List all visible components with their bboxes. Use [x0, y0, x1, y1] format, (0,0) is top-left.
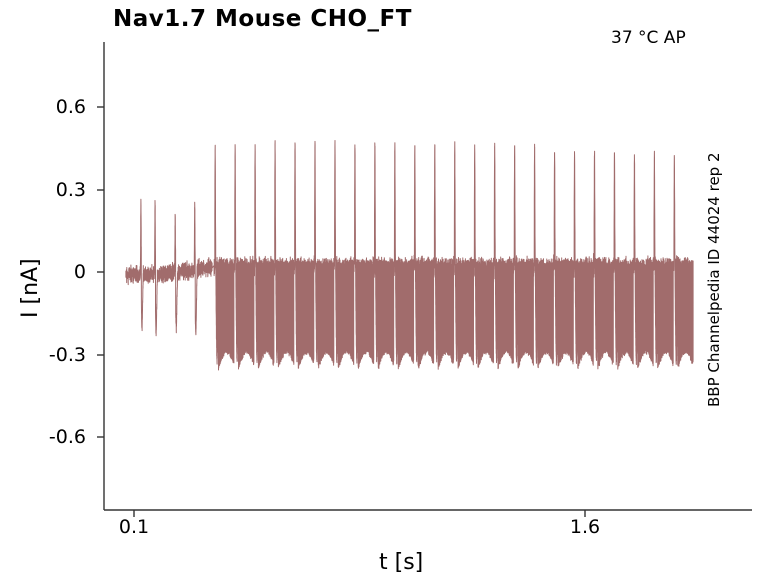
y-tick-label-4: -0.6 [48, 426, 86, 448]
page-title: Nav1.7 Mouse CHO_FT [113, 6, 412, 32]
x-tick-label-1: 1.6 [569, 516, 601, 538]
source-annotation: BBP Channelpedia ID 44024 rep 2 [705, 152, 723, 407]
x-tick-label-0: 0.1 [118, 516, 150, 538]
y-tick-label-0: 0.6 [55, 96, 86, 118]
y-tick-label-2: 0 [73, 261, 86, 283]
axis-ticks [97, 106, 586, 517]
axis-spines [103, 42, 752, 511]
current-trace [125, 140, 694, 371]
y-tick-label-3: -0.3 [48, 344, 86, 366]
y-tick-label-1: 0.3 [55, 179, 86, 201]
x-axis-label: t [s] [379, 550, 424, 575]
temperature-annotation: 37 °C AP [611, 28, 686, 48]
